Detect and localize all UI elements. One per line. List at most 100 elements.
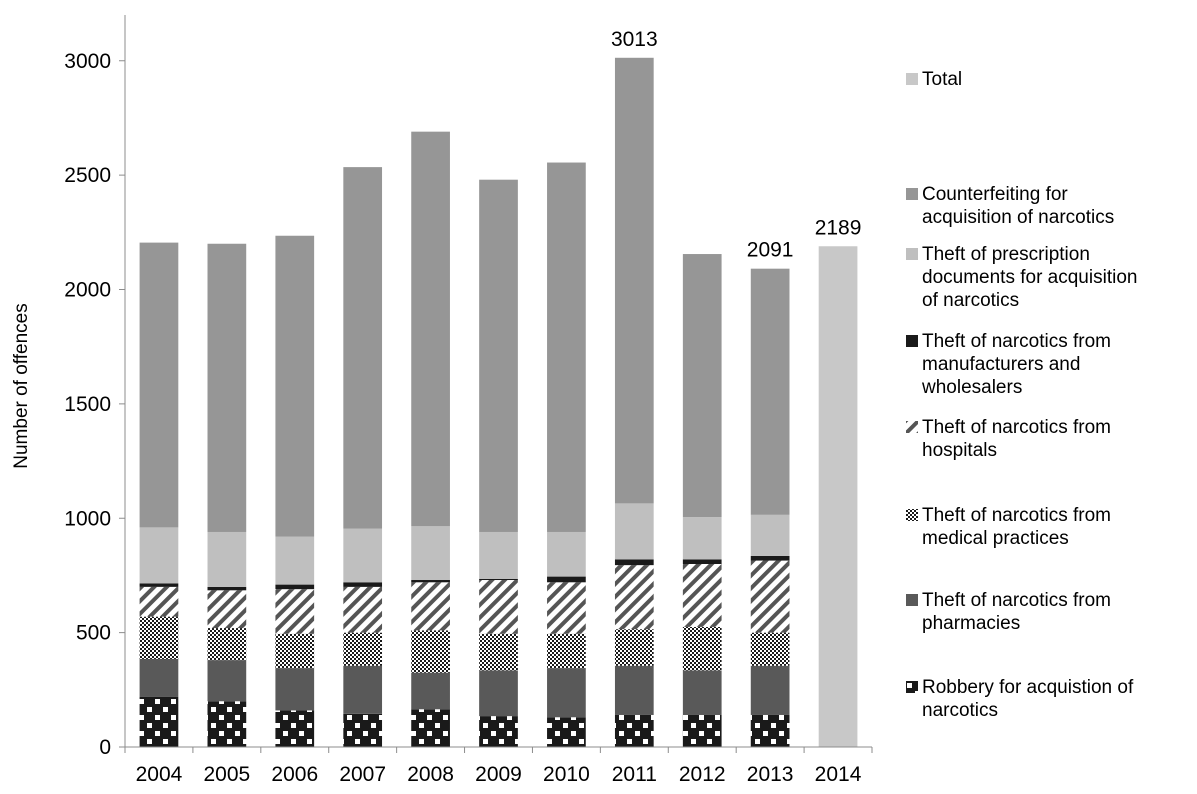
x-tick-label: 2011 xyxy=(612,763,657,786)
legend-swatch xyxy=(906,73,918,85)
bar-segment-2007-theft-of-narcotics-from-medical-practices xyxy=(343,632,383,666)
bar-segment-2011-theft-of-narcotics-from-hospitals xyxy=(614,565,654,630)
data-label-2014: 2189 xyxy=(815,216,862,239)
legend-swatch xyxy=(906,188,918,200)
bar-segment-2005-theft-of-prescription-documents-for-acquisition-of-narcotics xyxy=(207,531,247,587)
bar-segment-2009-counterfeiting-for-acquisition-of-narcotics xyxy=(479,179,518,532)
y-tick-label: 3000 xyxy=(64,50,111,73)
y-tick-label: 0 xyxy=(99,736,111,759)
bar-segment-2005-theft-of-narcotics-from-manufacturers-and-wholesalers xyxy=(207,586,247,591)
data-label-2013: 2091 xyxy=(747,239,794,262)
bar-segment-2009-theft-of-prescription-documents-for-acquisition-of-narcotics xyxy=(479,531,518,579)
bar-segment-2012-theft-of-narcotics-from-medical-practices xyxy=(682,626,722,671)
bar-segment-2007-theft-of-narcotics-from-hospitals xyxy=(343,586,383,633)
bar-segment-2009-theft-of-narcotics-from-medical-practices xyxy=(479,633,518,671)
legend-label: Theft of narcotics from xyxy=(922,590,1111,611)
legend-label: Theft of narcotics from xyxy=(922,505,1111,526)
bar-segment-2011-theft-of-prescription-documents-for-acquisition-of-narcotics xyxy=(614,503,654,560)
bar-segment-2005-theft-of-narcotics-from-hospitals xyxy=(207,590,247,629)
bar-segment-2004-theft-of-narcotics-from-medical-practices xyxy=(139,616,179,659)
legend-label: documents for acquisition xyxy=(922,267,1137,288)
x-tick-label: 2013 xyxy=(747,763,794,786)
bar-segment-2009-robbery-for-acquistion-of-narcotics xyxy=(479,716,518,747)
bar-segment-2012-counterfeiting-for-acquisition-of-narcotics xyxy=(682,254,722,518)
bar-segment-2008-theft-of-narcotics-from-manufacturers-and-wholesalers xyxy=(411,580,450,583)
y-tick-label: 1500 xyxy=(64,393,111,416)
x-tick-label: 2009 xyxy=(475,763,522,786)
legend-label: medical practices xyxy=(922,528,1069,549)
x-tick-label: 2010 xyxy=(543,763,590,786)
legend-label: Total xyxy=(922,69,962,90)
bar-segment-2012-theft-of-prescription-documents-for-acquisition-of-narcotics xyxy=(682,517,722,560)
bar-segment-2004-robbery-for-acquistion-of-narcotics xyxy=(139,696,179,747)
y-tick-label: 500 xyxy=(76,622,111,645)
bar-segment-2010-theft-of-narcotics-from-medical-practices xyxy=(547,633,586,669)
bar-segment-2012-theft-of-narcotics-from-pharmacies xyxy=(682,670,722,715)
legend-label: acquisition of narcotics xyxy=(922,207,1114,228)
bar-segment-2013-theft-of-narcotics-from-manufacturers-and-wholesalers xyxy=(750,555,790,561)
bar-segment-2006-theft-of-narcotics-from-pharmacies xyxy=(275,668,315,711)
bar-segment-2011-theft-of-narcotics-from-manufacturers-and-wholesalers xyxy=(614,559,654,566)
x-tick-label: 2005 xyxy=(204,763,251,786)
data-label-2011: 3013 xyxy=(611,28,658,51)
legend-label: of narcotics xyxy=(922,290,1019,311)
legend-swatch xyxy=(906,248,918,260)
y-tick-label: 2000 xyxy=(64,279,111,302)
bar-segment-2008-theft-of-narcotics-from-hospitals xyxy=(411,582,450,631)
bar-segment-2006-theft-of-prescription-documents-for-acquisition-of-narcotics xyxy=(275,536,315,585)
bar-segment-2012-theft-of-narcotics-from-hospitals xyxy=(682,564,722,627)
y-tick-label: 1000 xyxy=(64,507,111,530)
x-tick-label: 2007 xyxy=(339,763,386,786)
legend-label: Theft of narcotics from xyxy=(922,331,1111,352)
bar-segment-2013-counterfeiting-for-acquisition-of-narcotics xyxy=(750,268,790,515)
bar-segment-2006-counterfeiting-for-acquisition-of-narcotics xyxy=(275,235,315,537)
bar-segment-2007-robbery-for-acquistion-of-narcotics xyxy=(343,713,383,747)
bar-segment-2008-robbery-for-acquistion-of-narcotics xyxy=(411,709,450,747)
bar-segment-2004-theft-of-prescription-documents-for-acquisition-of-narcotics xyxy=(139,527,179,584)
legend-swatch xyxy=(906,421,918,433)
legend-label: wholesalers xyxy=(921,377,1022,398)
x-tick-label: 2012 xyxy=(679,763,726,786)
bar-segment-2006-theft-of-narcotics-from-hospitals xyxy=(275,589,315,634)
bar-segment-2004-theft-of-narcotics-from-manufacturers-and-wholesalers xyxy=(139,583,179,587)
bar-segment-2013-theft-of-narcotics-from-medical-practices xyxy=(750,632,790,666)
legend-label: manufacturers and xyxy=(922,354,1080,375)
bar-segment-2008-theft-of-narcotics-from-pharmacies xyxy=(411,672,450,710)
legend-label: Counterfeiting for xyxy=(922,184,1068,205)
bar-segment-2006-theft-of-narcotics-from-medical-practices xyxy=(275,633,315,669)
bar-segment-2010-theft-of-prescription-documents-for-acquisition-of-narcotics xyxy=(547,531,586,577)
bar-segment-2006-theft-of-narcotics-from-manufacturers-and-wholesalers xyxy=(275,584,315,590)
bar-segment-2013-theft-of-narcotics-from-pharmacies xyxy=(750,665,790,715)
bar-segment-2009-theft-of-narcotics-from-manufacturers-and-wholesalers xyxy=(479,578,518,581)
legend-label: hospitals xyxy=(922,440,997,461)
legend-label: narcotics xyxy=(922,700,998,721)
bar-segment-2010-robbery-for-acquistion-of-narcotics xyxy=(547,717,586,747)
bar-segment-2004-counterfeiting-for-acquisition-of-narcotics xyxy=(139,242,179,528)
bar-segment-2010-counterfeiting-for-acquisition-of-narcotics xyxy=(547,162,586,532)
bar-segment-2005-counterfeiting-for-acquisition-of-narcotics xyxy=(207,243,247,532)
bar-segment-2014-total xyxy=(818,246,858,747)
legend-swatch xyxy=(906,594,918,606)
bar-segment-2008-theft-of-narcotics-from-medical-practices xyxy=(411,630,450,673)
bar-segment-2009-theft-of-narcotics-from-pharmacies xyxy=(479,670,518,717)
bar-segment-2007-theft-of-narcotics-from-pharmacies xyxy=(343,665,383,714)
bar-segment-2007-counterfeiting-for-acquisition-of-narcotics xyxy=(343,167,383,529)
y-tick-label: 2500 xyxy=(64,164,111,187)
y-axis-title: Number of offences xyxy=(11,303,32,468)
bar-segment-2005-robbery-for-acquistion-of-narcotics xyxy=(207,701,247,747)
bar-segment-2013-theft-of-prescription-documents-for-acquisition-of-narcotics xyxy=(750,514,790,556)
bar-segment-2007-theft-of-narcotics-from-manufacturers-and-wholesalers xyxy=(343,582,383,587)
bar-segment-2010-theft-of-narcotics-from-pharmacies xyxy=(547,668,586,718)
legend-label: pharmacies xyxy=(922,613,1020,634)
bar-segment-2013-theft-of-narcotics-from-hospitals xyxy=(750,560,790,633)
bar-segment-2004-theft-of-narcotics-from-hospitals xyxy=(139,586,179,617)
bar-segment-2011-theft-of-narcotics-from-pharmacies xyxy=(614,665,654,715)
